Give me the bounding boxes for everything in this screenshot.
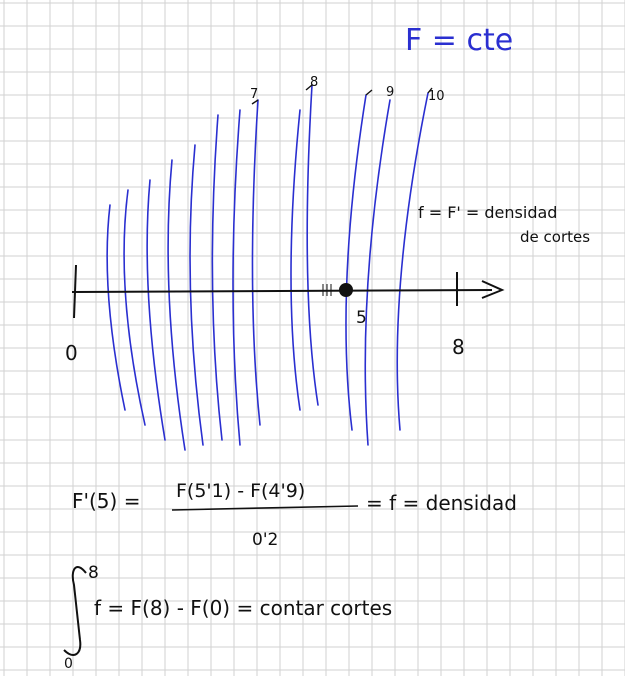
contour-label-7: 7 — [250, 87, 258, 102]
arrow-head-icon — [481, 280, 505, 299]
density-note-line1: f = F' = densidad — [418, 203, 557, 222]
contour-label-9: 9 — [386, 85, 394, 100]
level-curve — [211, 114, 223, 441]
axis-label-end: 8 — [452, 335, 465, 359]
contour-label-10: 10 — [428, 89, 445, 104]
level-curve — [345, 94, 367, 431]
integral-body: f = F(8) - F(0) = contar cortes — [94, 596, 392, 620]
level-curve — [364, 99, 391, 446]
level-curves — [106, 84, 433, 451]
fraction-bar — [171, 505, 359, 511]
level-curve — [306, 84, 319, 406]
integral-lower-limit: 0 — [64, 656, 73, 672]
contour-label-8: 8 — [310, 75, 318, 90]
integral-sign — [63, 566, 87, 656]
level-curve — [290, 109, 301, 411]
label-hook — [365, 89, 373, 96]
level-curve — [146, 179, 166, 441]
axis-label-origin: 0 — [65, 341, 78, 365]
axis-label-mid: 5 — [356, 308, 367, 328]
label-hook — [305, 84, 313, 91]
constant-title: F = cte — [405, 23, 513, 58]
derivative-numerator: F(5'1) - F(4'9) — [176, 480, 305, 502]
level-curve — [251, 99, 261, 426]
level-curve — [189, 144, 204, 446]
level-curve — [123, 189, 146, 426]
level-curve — [106, 204, 126, 411]
density-note-line2: de cortes — [520, 228, 590, 246]
level-curve — [232, 109, 241, 446]
derivative-lhs: F'(5) = — [72, 489, 140, 513]
derivative-rhs: = f = densidad — [366, 491, 517, 515]
label-hook — [427, 87, 433, 94]
level-curve — [167, 159, 186, 451]
integral-upper-limit: 8 — [88, 563, 99, 583]
number-line — [71, 264, 505, 319]
level-curve — [396, 92, 429, 431]
label-hook — [251, 99, 259, 105]
point-marker — [339, 283, 353, 297]
derivative-denominator: 0'2 — [252, 530, 278, 550]
